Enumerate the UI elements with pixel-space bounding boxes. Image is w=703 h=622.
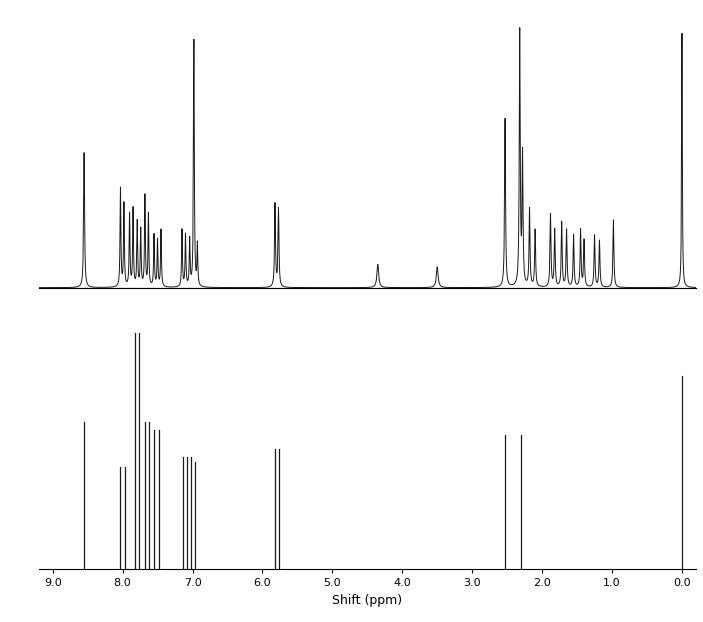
X-axis label: Shift (ppm): Shift (ppm) (333, 594, 402, 606)
